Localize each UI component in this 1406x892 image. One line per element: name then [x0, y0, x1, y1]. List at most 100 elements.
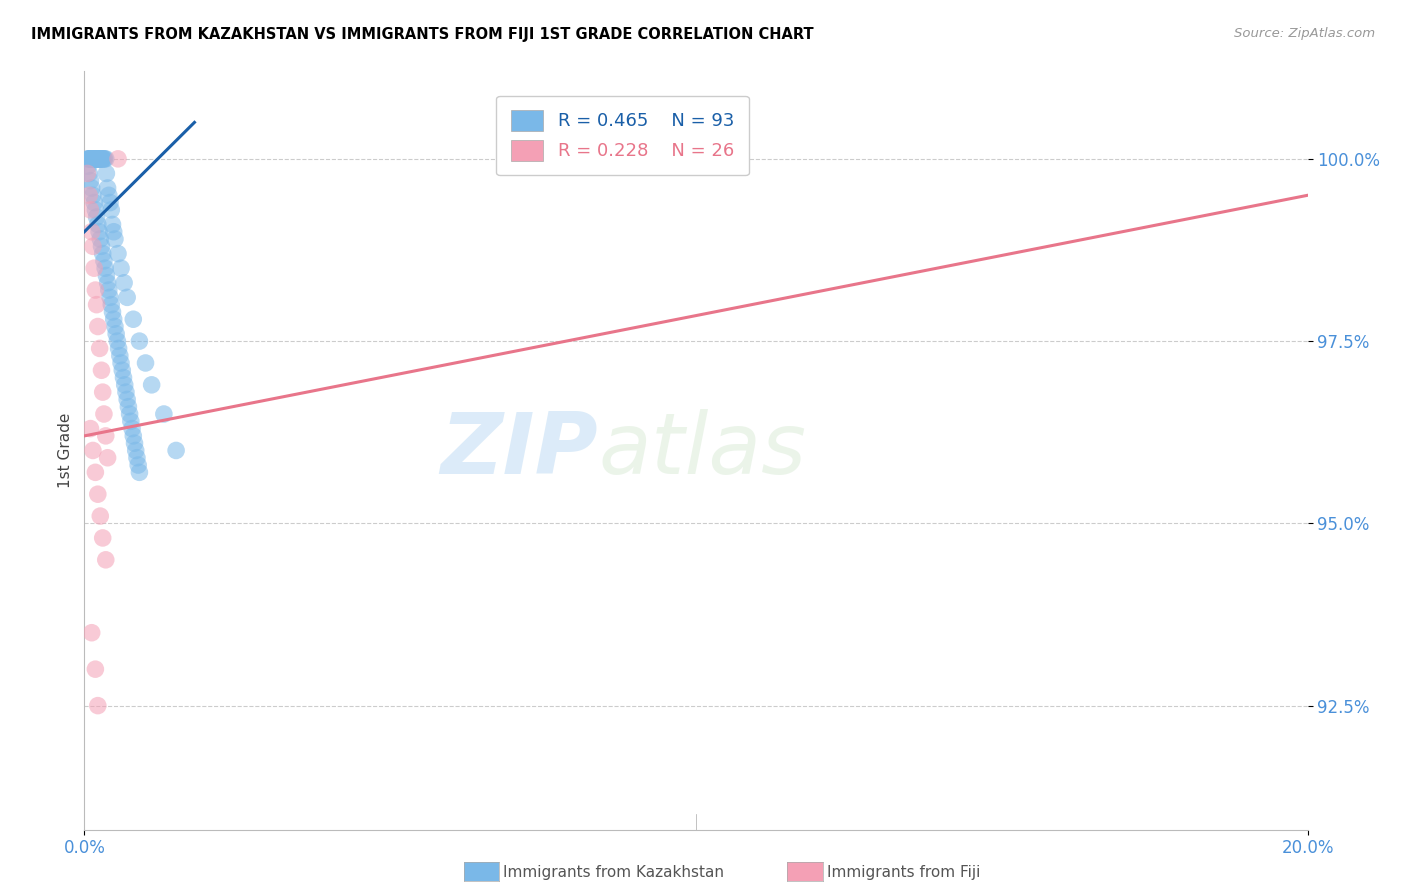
Point — [107, 152, 129, 166]
Point — [91, 246, 114, 260]
Point — [93, 254, 115, 268]
Point — [79, 152, 101, 166]
Point — [97, 450, 120, 465]
Point — [83, 152, 105, 166]
Point — [104, 232, 127, 246]
Point — [94, 429, 117, 443]
Point — [89, 152, 111, 166]
Point — [121, 421, 143, 435]
Text: IMMIGRANTS FROM KAZAKHSTAN VS IMMIGRANTS FROM FIJI 1ST GRADE CORRELATION CHART: IMMIGRANTS FROM KAZAKHSTAN VS IMMIGRANTS… — [31, 27, 814, 42]
Point — [80, 181, 103, 195]
Point — [83, 195, 105, 210]
Text: Immigrants from Fiji: Immigrants from Fiji — [827, 865, 980, 880]
Point — [114, 377, 136, 392]
Point — [77, 152, 100, 166]
Point — [86, 152, 108, 166]
Point — [84, 152, 107, 166]
Point — [90, 152, 112, 166]
Point — [82, 443, 104, 458]
Point — [83, 152, 105, 166]
Legend: R = 0.465    N = 93, R = 0.228    N = 26: R = 0.465 N = 93, R = 0.228 N = 26 — [496, 95, 748, 175]
Point — [80, 152, 103, 166]
Point — [96, 166, 118, 180]
Point — [93, 152, 115, 166]
Text: Source: ZipAtlas.com: Source: ZipAtlas.com — [1234, 27, 1375, 40]
Point — [79, 202, 101, 217]
Point — [77, 166, 100, 180]
Point — [115, 290, 138, 304]
Point — [141, 377, 163, 392]
Point — [87, 319, 110, 334]
Point — [135, 356, 157, 370]
Point — [127, 458, 149, 472]
Y-axis label: 1st Grade: 1st Grade — [58, 413, 73, 488]
Point — [87, 152, 110, 166]
Point — [94, 152, 117, 166]
Point — [97, 188, 120, 202]
Point — [94, 553, 117, 567]
Point — [87, 218, 110, 232]
Text: ZIP: ZIP — [440, 409, 598, 492]
Point — [91, 531, 114, 545]
Point — [120, 414, 142, 428]
Point — [79, 421, 101, 435]
Point — [125, 443, 148, 458]
Point — [108, 349, 131, 363]
Point — [89, 152, 111, 166]
Point — [82, 152, 104, 166]
Point — [80, 625, 103, 640]
Point — [87, 698, 110, 713]
Point — [91, 152, 114, 166]
Point — [122, 429, 145, 443]
Point — [110, 261, 132, 276]
Point — [100, 298, 122, 312]
Point — [77, 152, 100, 166]
Point — [80, 225, 103, 239]
Point — [125, 450, 148, 465]
Point — [86, 298, 108, 312]
Point — [110, 356, 132, 370]
Point — [90, 239, 112, 253]
Point — [89, 509, 111, 524]
Point — [82, 188, 104, 202]
Point — [128, 334, 150, 348]
Point — [77, 159, 100, 173]
Point — [87, 152, 110, 166]
Point — [103, 312, 125, 326]
Point — [91, 152, 114, 166]
Point — [124, 436, 146, 450]
Point — [118, 407, 141, 421]
Point — [86, 152, 108, 166]
Point — [76, 152, 98, 166]
Point — [84, 466, 107, 480]
Text: Immigrants from Kazakhstan: Immigrants from Kazakhstan — [503, 865, 724, 880]
Point — [97, 283, 120, 297]
Point — [93, 407, 115, 421]
Point — [107, 342, 129, 356]
Point — [115, 385, 138, 400]
Point — [87, 225, 110, 239]
Point — [101, 218, 124, 232]
Point — [76, 166, 98, 180]
Point — [94, 261, 117, 276]
Point — [112, 370, 135, 384]
Point — [117, 400, 139, 414]
Point — [89, 232, 111, 246]
Point — [79, 152, 101, 166]
Point — [90, 363, 112, 377]
Point — [79, 152, 101, 166]
Point — [91, 385, 114, 400]
Point — [101, 305, 124, 319]
Point — [112, 276, 135, 290]
Point — [89, 342, 111, 356]
Point — [107, 246, 129, 260]
Point — [93, 152, 115, 166]
Point — [79, 174, 101, 188]
Point — [98, 195, 121, 210]
Point — [84, 662, 107, 676]
Point — [115, 392, 138, 407]
Point — [97, 276, 120, 290]
Point — [82, 152, 104, 166]
Point — [80, 152, 103, 166]
Point — [89, 152, 111, 166]
